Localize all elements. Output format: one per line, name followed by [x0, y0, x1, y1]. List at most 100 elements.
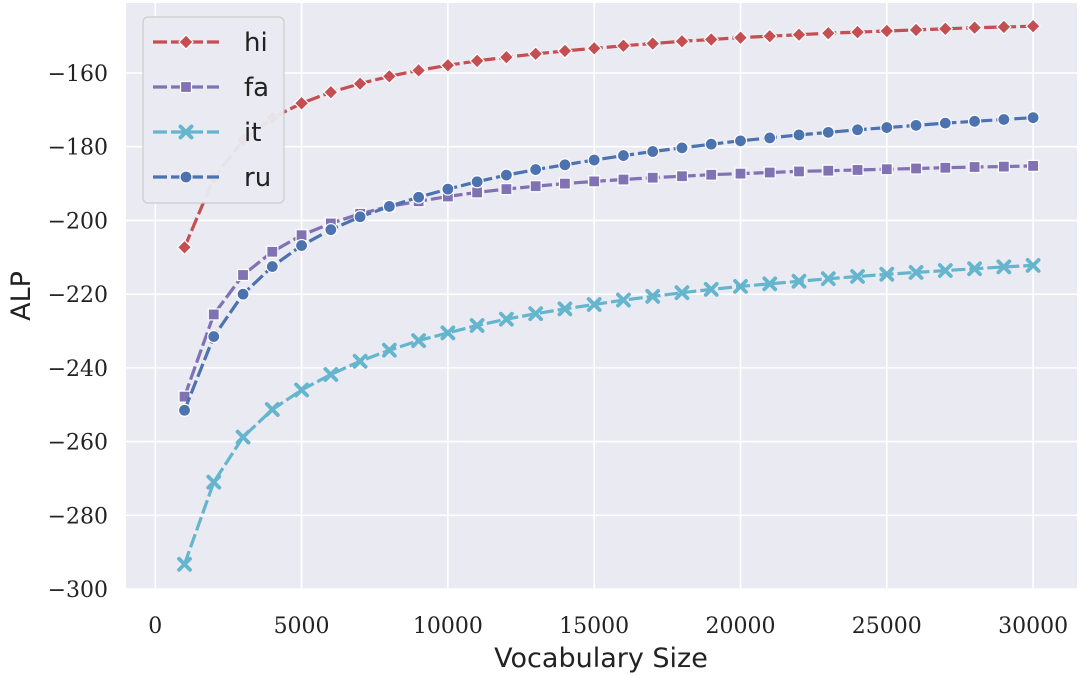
data-point-ru	[646, 144, 660, 159]
data-point-it	[352, 353, 368, 369]
series-layer	[176, 18, 1041, 572]
data-point-fa	[792, 165, 806, 178]
series-ru	[177, 111, 1040, 417]
x-tick-label: 15000	[559, 614, 629, 639]
data-point-hi	[176, 239, 193, 256]
data-point-fa	[734, 167, 747, 180]
data-point-hi	[352, 75, 368, 92]
data-point-hi	[1025, 18, 1041, 35]
data-point-ru	[265, 259, 279, 274]
legend-label-hi: hi	[244, 28, 268, 58]
data-point-ru	[997, 112, 1011, 127]
data-point-fa	[909, 162, 923, 175]
data-point-ru	[704, 137, 718, 151]
data-point-fa	[1027, 159, 1040, 173]
legend-marker-fa	[179, 80, 193, 94]
data-point-it	[499, 311, 514, 327]
tick-layer: 0 5000 10000 15000 20000 25000 30000 −300 −280 −2…	[48, 62, 1069, 639]
data-point-hi	[586, 40, 603, 57]
y-tick-label: −220	[48, 283, 108, 308]
data-point-it	[235, 429, 251, 445]
x-tick-label: 20000	[705, 614, 775, 639]
x-tick-label: 5000	[274, 614, 330, 639]
data-point-ru	[324, 223, 338, 237]
data-point-hi	[381, 68, 398, 85]
data-point-fa	[529, 180, 542, 193]
data-point-it	[177, 556, 192, 572]
data-point-fa	[851, 163, 864, 177]
data-point-hi	[966, 19, 983, 36]
data-point-it	[323, 367, 339, 382]
data-point-ru	[616, 148, 631, 163]
data-point-ru	[1026, 111, 1040, 125]
data-point-it	[791, 273, 807, 289]
data-point-fa	[178, 390, 191, 403]
y-tick-label: −180	[48, 136, 108, 161]
data-point-fa	[763, 166, 776, 179]
y-tick-label: −240	[48, 357, 108, 382]
legend-item-hi: hi	[153, 28, 268, 58]
data-point-ru	[294, 238, 309, 253]
data-point-it	[206, 474, 222, 490]
data-point-ru	[207, 329, 221, 344]
data-point-fa	[968, 160, 981, 174]
data-point-ru	[587, 153, 601, 167]
data-point-ru	[821, 125, 835, 139]
legend-marker-it	[178, 124, 194, 140]
y-tick-label: −200	[48, 209, 108, 234]
legend-label-fa: fa	[244, 73, 269, 103]
data-point-it	[294, 382, 309, 398]
data-point-hi	[937, 20, 954, 37]
data-point-fa	[266, 245, 279, 258]
data-point-hi	[791, 26, 807, 43]
data-point-it	[264, 402, 280, 417]
y-tick-label: −280	[48, 504, 108, 529]
data-point-it	[850, 269, 865, 284]
data-point-it	[762, 276, 778, 292]
data-point-ru	[967, 114, 982, 128]
data-point-it	[908, 265, 924, 280]
data-point-it	[645, 288, 661, 304]
data-point-fa	[880, 163, 893, 176]
data-point-it	[820, 271, 836, 287]
data-point-it	[586, 297, 602, 312]
data-point-ru	[470, 175, 484, 189]
data-point-ru	[850, 123, 865, 137]
data-point-hi	[849, 24, 866, 40]
data-point-fa	[646, 171, 659, 184]
data-point-fa	[939, 161, 952, 174]
data-point-it	[733, 279, 748, 294]
series-it	[177, 258, 1041, 572]
data-point-hi	[615, 37, 632, 54]
y-axis-label: ALP	[6, 271, 37, 321]
data-point-fa	[675, 170, 689, 183]
x-tick-label: 25000	[852, 614, 922, 639]
y-tick-label: −300	[48, 578, 108, 603]
data-point-ru	[675, 141, 689, 155]
data-point-hi	[557, 43, 573, 59]
data-point-hi	[527, 46, 544, 62]
data-point-fa	[236, 268, 250, 282]
legend-label-ru: ru	[244, 163, 271, 193]
legend-item-it: it	[153, 118, 261, 148]
data-point-hi	[820, 25, 837, 42]
data-point-hi	[732, 29, 749, 46]
data-point-it	[996, 259, 1012, 275]
data-point-ru	[499, 168, 513, 182]
legend-label-it: it	[244, 118, 261, 148]
data-point-it	[674, 285, 690, 301]
y-tick-label: −260	[48, 431, 108, 456]
grid	[126, 3, 1077, 590]
data-point-ru	[909, 118, 923, 132]
data-point-ru	[763, 131, 777, 145]
data-point-fa	[822, 164, 835, 177]
y-tick-label: −160	[48, 62, 108, 87]
legend-marker-hi	[178, 34, 194, 50]
data-point-ru	[177, 403, 192, 417]
data-point-ru	[382, 199, 396, 214]
data-point-fa	[207, 308, 220, 321]
data-point-hi	[440, 57, 456, 74]
data-point-ru	[353, 210, 367, 224]
legend-item-ru: ru	[153, 163, 271, 193]
